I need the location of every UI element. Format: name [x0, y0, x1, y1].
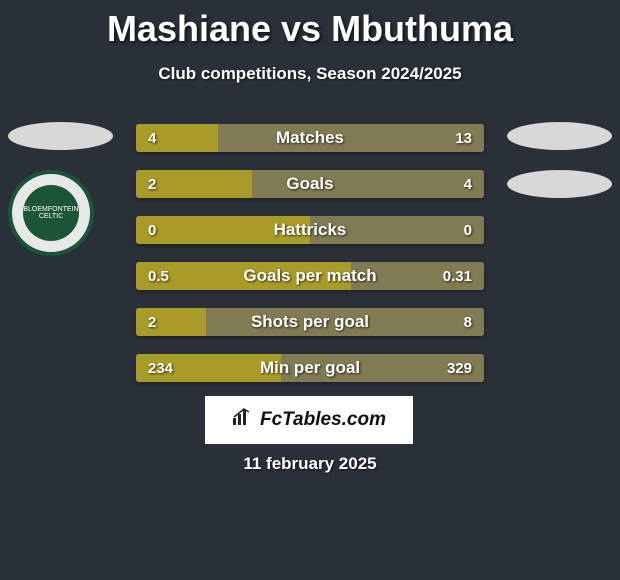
stat-row: 00Hattricks: [136, 216, 484, 244]
right-crest-area: [507, 122, 612, 218]
stat-label: Min per goal: [136, 354, 484, 382]
stat-row: 24Goals: [136, 170, 484, 198]
stat-row: 0.50.31Goals per match: [136, 262, 484, 290]
club-crest-left: BLOEMFONTEIN CELTIC: [8, 170, 94, 256]
placeholder-oval-icon: [507, 122, 612, 150]
vs-label: vs: [281, 8, 321, 49]
brand-box: FcTables.com: [205, 396, 413, 444]
date-label: 11 february 2025: [0, 454, 620, 474]
stat-row: 28Shots per goal: [136, 308, 484, 336]
stat-label: Goals per match: [136, 262, 484, 290]
left-crest-area: BLOEMFONTEIN CELTIC: [8, 122, 113, 256]
page-title: Mashiane vs Mbuthuma: [0, 0, 620, 50]
player-right-name: Mbuthuma: [331, 8, 513, 49]
subtitle: Club competitions, Season 2024/2025: [0, 64, 620, 84]
stat-label: Hattricks: [136, 216, 484, 244]
stats-bars: 413Matches 24Goals 00Hattricks 0.50.31Goals…: [136, 124, 484, 400]
stat-label: Goals: [136, 170, 484, 198]
brand-chart-icon: [232, 408, 254, 432]
crest-text: BLOEMFONTEIN CELTIC: [23, 185, 79, 241]
placeholder-oval-icon: [8, 122, 113, 150]
brand-text: FcTables.com: [260, 409, 386, 431]
stat-row: 413Matches: [136, 124, 484, 152]
placeholder-oval-icon: [507, 170, 612, 198]
stat-row: 234329Min per goal: [136, 354, 484, 382]
stat-label: Matches: [136, 124, 484, 152]
stat-label: Shots per goal: [136, 308, 484, 336]
player-left-name: Mashiane: [107, 8, 271, 49]
